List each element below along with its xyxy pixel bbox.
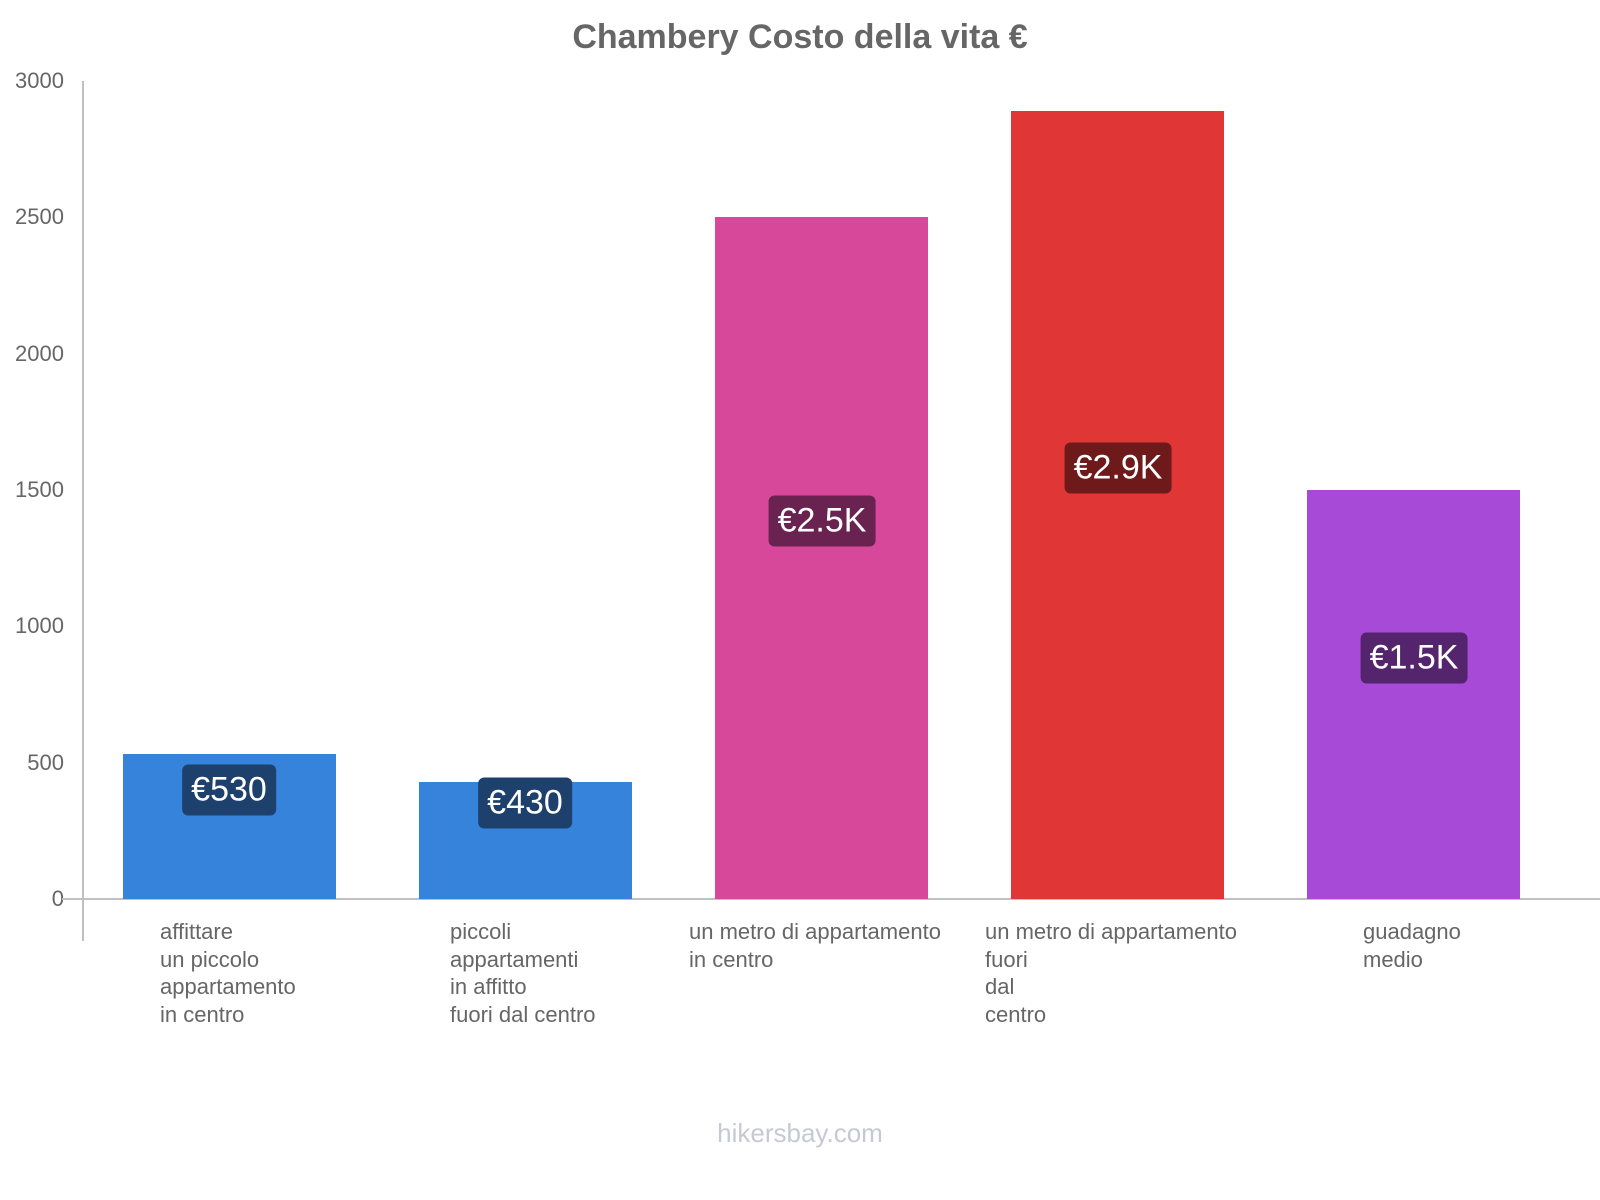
bar[interactable] (715, 217, 928, 899)
footer-watermark: hikersbay.com (717, 1118, 883, 1148)
value-label: €1.5K (1360, 632, 1468, 684)
value-label: €530 (182, 764, 276, 816)
y-tick-label: 3000 (15, 68, 64, 93)
y-tick-label: 0 (51, 886, 64, 911)
y-tick-label: 500 (27, 750, 64, 775)
y-axis-line (82, 81, 84, 941)
value-label: €2.5K (768, 495, 876, 547)
chart-title: Chambery Costo della vita € (572, 18, 1028, 56)
x-category-label: piccoli appartamenti in affitto fuori da… (450, 919, 596, 1027)
y-tick-label: 2500 (15, 204, 64, 229)
x-axis-line (62, 898, 1600, 900)
x-category-label: affittare un piccolo appartamento in cen… (160, 919, 296, 1027)
y-tick-label: 1500 (15, 477, 64, 502)
bar[interactable] (1307, 490, 1520, 899)
bar[interactable] (1011, 110, 1224, 899)
x-category-label: un metro di appartamento fuori dal centr… (985, 919, 1237, 1027)
y-tick-label: 2000 (15, 341, 64, 366)
value-label: €2.9K (1064, 442, 1172, 494)
value-label: €430 (478, 777, 572, 829)
y-tick-label: 1000 (15, 613, 64, 638)
x-category-label: guadagno medio (1363, 919, 1461, 972)
x-category-label: un metro di appartamento in centro (689, 919, 941, 972)
